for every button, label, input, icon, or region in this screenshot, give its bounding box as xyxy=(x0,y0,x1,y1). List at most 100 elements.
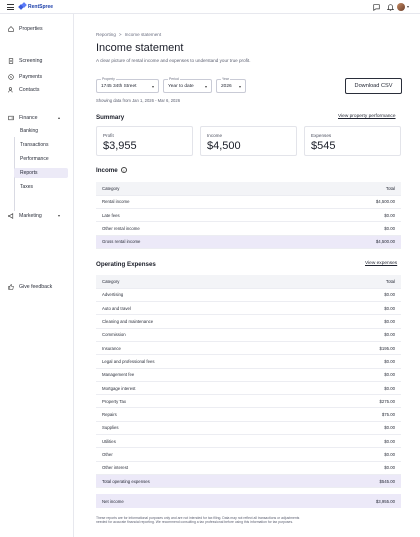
expenses-table: Category Total Advertising $0.00 Auto and… xyxy=(96,275,401,489)
row-total: $0.00 xyxy=(309,354,401,369)
sidebar-item-label: Contacts xyxy=(19,86,40,93)
chevron-down-icon: ▾ xyxy=(204,84,207,89)
sidebar-item-label: Finance xyxy=(19,114,38,121)
table-header-row: Category Total xyxy=(96,275,401,289)
row-category: Utilities xyxy=(96,434,310,449)
sidebar-item-label: Marketing xyxy=(19,212,42,219)
sidebar-item-payments[interactable]: $ Payments xyxy=(0,71,74,82)
row-total: $0.00 xyxy=(309,447,401,462)
give-feedback-label: Give feedback xyxy=(19,283,53,290)
info-icon[interactable]: i xyxy=(121,167,127,173)
year-select-caption: Year xyxy=(221,77,230,81)
row-category: Advertising xyxy=(96,288,310,303)
sidebar-item-marketing[interactable]: Marketing ▾ xyxy=(0,210,74,221)
row-category: Legal and professional fees xyxy=(96,354,310,369)
operating-expenses-heading: Operating Expenses xyxy=(96,261,156,268)
row-category: Management fee xyxy=(96,368,310,382)
top-bar: RentSpree ▾ xyxy=(0,0,420,14)
sidebar-subitem-taxes[interactable]: Taxes xyxy=(20,184,34,190)
avatar[interactable] xyxy=(397,3,405,11)
property-select[interactable]: Property 1745 34th Street ▾ xyxy=(96,77,159,93)
row-category: Other xyxy=(96,447,310,462)
table-total-row: Total operating expenses $545.00 xyxy=(96,474,401,489)
date-range-text: Showing data from Jan 1, 2026 - Mar 6, 2… xyxy=(96,98,181,103)
megaphone-icon xyxy=(8,212,14,219)
breadcrumb-separator-icon: > xyxy=(118,32,122,37)
income-heading: Income xyxy=(96,167,118,174)
menu-icon[interactable] xyxy=(7,4,14,11)
thumbs-up-icon xyxy=(8,283,14,290)
card-label: Expenses xyxy=(311,133,332,138)
table-row: Mortgage interest $0.00 xyxy=(96,381,401,396)
page-title: Income statement xyxy=(96,42,184,54)
sidebar-subitem-banking[interactable]: Banking xyxy=(20,128,39,134)
card-value: $545 xyxy=(311,140,336,152)
bell-icon[interactable] xyxy=(386,3,394,11)
breadcrumb: Reporting > Income statement xyxy=(96,32,161,37)
table-row: Commission $0.00 xyxy=(96,328,401,342)
disclaimer-text: These reports are for informational purp… xyxy=(96,516,300,525)
download-csv-button[interactable]: Download CSV xyxy=(345,78,402,94)
net-income-label: Net income xyxy=(102,499,124,504)
table-row: Auto and travel $0.00 xyxy=(96,301,401,316)
row-total: $0.00 xyxy=(309,368,401,382)
table-row: Legal and professional fees $0.00 xyxy=(96,354,401,369)
sidebar-item-properties[interactable]: Properties xyxy=(0,23,74,34)
property-select-caption: Property xyxy=(101,77,116,81)
page-subtitle: A clear picture of rental income and exp… xyxy=(96,58,251,63)
sidebar-subitem-reports[interactable]: Reports xyxy=(14,168,68,178)
row-category: Late fees xyxy=(96,208,285,223)
brand-logo[interactable]: RentSpree xyxy=(19,3,53,10)
year-select[interactable]: Year 2026 ▾ xyxy=(216,77,246,93)
chevron-up-icon[interactable]: ▴ xyxy=(58,115,61,120)
card-label: Income xyxy=(207,133,223,138)
table-row: Cleaning and maintenance $0.00 xyxy=(96,314,401,329)
row-total: $0.00 xyxy=(309,381,401,396)
chevron-down-icon[interactable]: ▾ xyxy=(58,213,61,218)
row-category: Property Tax xyxy=(96,394,310,409)
rentspree-logo-icon xyxy=(19,3,26,10)
chevron-down-icon[interactable]: ▾ xyxy=(407,4,410,9)
expenses-card: Expenses $545 xyxy=(304,126,401,156)
breadcrumb-parent[interactable]: Reporting xyxy=(96,32,116,37)
column-header-total: Total xyxy=(284,182,401,196)
row-total: $545.00 xyxy=(309,474,401,489)
home-icon xyxy=(8,25,14,32)
chevron-down-icon: ▾ xyxy=(151,84,154,89)
sidebar-item-label: Payments xyxy=(19,73,43,80)
net-income-row: Net income $3,955.00 xyxy=(96,494,401,508)
sidebar-subitem-transactions[interactable]: Transactions xyxy=(20,142,49,148)
sidebar: Properties Screening $ Payments Contacts… xyxy=(0,14,74,537)
row-total: $75.00 xyxy=(309,407,401,422)
sidebar-item-contacts[interactable]: Contacts xyxy=(0,84,74,95)
row-total: $0.00 xyxy=(309,301,401,316)
sidebar-item-screening[interactable]: Screening xyxy=(0,55,74,66)
row-total: $0.00 xyxy=(309,421,401,436)
sidebar-item-finance[interactable]: Finance ▴ xyxy=(0,112,74,123)
year-select-value: 2026 xyxy=(221,84,232,89)
view-property-performance-link[interactable]: View property performance xyxy=(338,114,396,119)
table-row: Supplies $0.00 xyxy=(96,421,401,436)
summary-heading: Summary xyxy=(96,114,125,121)
brand-name: RentSpree xyxy=(28,3,54,10)
table-row: Property Tax $275.00 xyxy=(96,394,401,409)
chat-icon[interactable] xyxy=(372,3,380,11)
profit-card: Profit $3,955 xyxy=(96,126,193,156)
row-total: $0.00 xyxy=(284,208,401,223)
row-category: Gross rental income xyxy=(96,235,285,249)
net-income-value: $3,955.00 xyxy=(375,499,395,504)
column-header-category: Category xyxy=(96,182,285,196)
row-total: $0.00 xyxy=(309,461,401,475)
period-select[interactable]: Period Year to date ▾ xyxy=(163,77,212,93)
row-total: $4,500.00 xyxy=(284,235,401,249)
table-row: Repairs $75.00 xyxy=(96,407,401,422)
row-total: $4,500.00 xyxy=(284,195,401,210)
view-expenses-link[interactable]: View expenses xyxy=(365,261,398,266)
table-row: Rental income $4,500.00 xyxy=(96,195,401,210)
sidebar-subitem-performance[interactable]: Performance xyxy=(20,156,49,162)
row-total: $0.00 xyxy=(309,314,401,329)
table-row: Other interest $0.00 xyxy=(96,461,401,475)
table-row: Management fee $0.00 xyxy=(96,368,401,382)
give-feedback-link[interactable]: Give feedback xyxy=(0,281,74,292)
table-row: Other $0.00 xyxy=(96,447,401,462)
